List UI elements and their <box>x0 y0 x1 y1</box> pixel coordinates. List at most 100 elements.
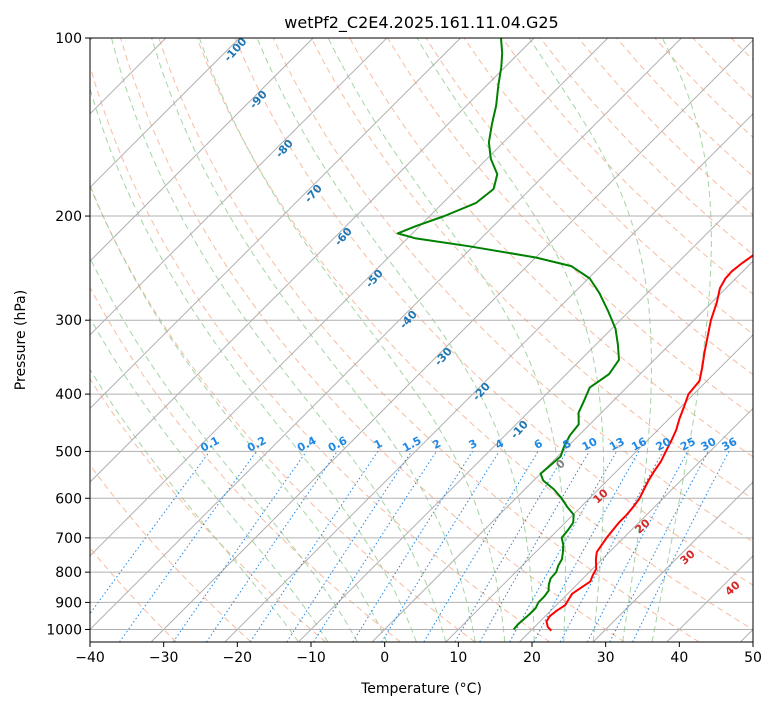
dewpoint-profile <box>396 38 620 631</box>
mixing-ratio-line <box>509 451 618 642</box>
y-tick-label: 700 <box>55 531 82 547</box>
x-tick-label: 10 <box>449 650 467 666</box>
x-axis-title: Temperature (°C) <box>360 681 482 697</box>
mixing-ratio-line <box>313 451 437 642</box>
isotherm-line <box>150 39 753 642</box>
moist-adiabat-line <box>651 38 712 642</box>
dry-adiabat-label: 30 <box>678 547 698 567</box>
isotherm-line <box>90 38 461 410</box>
isotherm-line <box>90 38 609 557</box>
isotherm-line <box>90 38 388 336</box>
isotherm-line <box>90 38 535 483</box>
mixing-ratio-line <box>90 451 211 615</box>
moist-adiabat-line <box>90 316 329 642</box>
mixing-ratio-line <box>533 451 640 642</box>
dry-adiabat-label: 40 <box>723 578 743 598</box>
chart-title: wetPf2_C2E4.2025.161.11.04.G25 <box>284 13 558 33</box>
moist-adiabat-label: -90 <box>247 88 270 112</box>
dry-adiabat-line <box>90 377 327 642</box>
moist-adiabat-line <box>90 183 388 642</box>
isotherm-line <box>740 628 753 642</box>
mixing-ratio-line <box>119 451 257 642</box>
isotherm-line <box>519 407 753 642</box>
mixing-ratio-line <box>586 451 689 642</box>
mixing-ratio-line <box>381 451 500 642</box>
x-tick-label: 0 <box>380 650 389 666</box>
dry-adiabat-label: 20 <box>633 516 653 536</box>
moist-adiabat-label: -50 <box>363 267 386 291</box>
x-tick-label: 20 <box>523 650 541 666</box>
dry-adiabat-line <box>769 38 775 642</box>
dry-adiabat-line <box>387 38 753 417</box>
dry-adiabat-line <box>90 185 476 642</box>
mixing-ratio-label: 3 <box>467 437 480 452</box>
isotherm-line <box>298 186 753 642</box>
x-tick-label: −10 <box>296 650 326 666</box>
mixing-ratio-label: 20 <box>654 435 674 454</box>
dry-adiabat-line <box>158 38 700 642</box>
moist-adiabat-line <box>327 38 566 642</box>
dry-adiabat-line <box>90 286 401 642</box>
dry-adiabat-line <box>540 38 753 256</box>
dry-adiabat-label: 0 <box>553 457 568 472</box>
x-tick-label: −20 <box>223 650 253 666</box>
mixing-ratio-line <box>352 451 474 642</box>
mixing-ratio-label: 36 <box>719 435 739 454</box>
x-tick-label: 50 <box>744 650 762 666</box>
dry-adiabat-line <box>310 38 753 500</box>
dry-adiabat-label: 10 <box>591 486 611 506</box>
temperature-profile <box>545 254 753 632</box>
moist-adiabat-label: -100 <box>221 35 249 64</box>
isotherm-line <box>371 260 753 642</box>
x-tick-label: −30 <box>149 650 179 666</box>
dry-adiabat-line <box>272 38 753 543</box>
y-tick-label: 200 <box>55 209 82 225</box>
dry-adiabat-line <box>616 38 753 177</box>
moist-adiabat-line <box>90 256 358 642</box>
mixing-ratio-line <box>172 451 307 642</box>
moist-adiabat-line <box>198 38 506 642</box>
mixing-ratio-label: 13 <box>607 435 627 454</box>
dry-adiabat-line <box>463 38 753 335</box>
mixing-ratio-label: 16 <box>629 435 649 454</box>
mixing-ratio-line <box>423 451 539 642</box>
isotherm-line <box>224 113 753 642</box>
moist-adiabat-label: -20 <box>470 380 493 404</box>
dry-adiabat-line <box>501 38 753 295</box>
moist-adiabat-line <box>111 38 447 642</box>
dry-adiabat-line <box>692 38 753 100</box>
isotherm-line <box>592 481 753 642</box>
dry-adiabat-line <box>90 464 252 642</box>
moist-adiabat-line <box>256 38 535 642</box>
y-tick-label: 100 <box>55 31 82 47</box>
dry-adiabat-line <box>654 38 753 138</box>
y-axis-title: Pressure (hPa) <box>13 290 29 390</box>
moist-adiabat-label: -30 <box>432 345 455 369</box>
mixing-ratio-line <box>249 451 379 642</box>
mixing-ratio-line <box>559 451 664 642</box>
isotherm-line <box>90 38 314 262</box>
mixing-ratio-line <box>205 451 338 642</box>
mixing-ratio-label: 10 <box>580 435 600 454</box>
y-tick-label: 300 <box>55 313 82 329</box>
mixing-ratio-line <box>286 451 413 642</box>
dry-adiabat-line <box>90 64 551 642</box>
mixing-ratio-label: 25 <box>678 435 698 454</box>
isotherm-line <box>90 38 240 189</box>
y-tick-label: 500 <box>55 444 82 460</box>
mixing-ratio-line <box>632 451 730 642</box>
moist-adiabat-line <box>528 38 652 642</box>
dry-adiabat-line <box>234 38 753 586</box>
y-tick-label: 900 <box>55 595 82 611</box>
moist-adiabat-line <box>90 86 417 642</box>
mixing-ratio-line <box>454 451 568 642</box>
y-tick-label: 1000 <box>46 622 82 638</box>
y-tick-label: 600 <box>55 491 82 507</box>
y-tick-label: 400 <box>55 387 82 403</box>
mixing-ratio-label: 30 <box>699 435 719 454</box>
moist-adiabat-label: -40 <box>397 308 420 332</box>
moist-adiabat-label: -60 <box>332 225 355 249</box>
moist-adiabat-line <box>151 38 476 642</box>
moist-adiabat-label: -70 <box>302 182 325 206</box>
